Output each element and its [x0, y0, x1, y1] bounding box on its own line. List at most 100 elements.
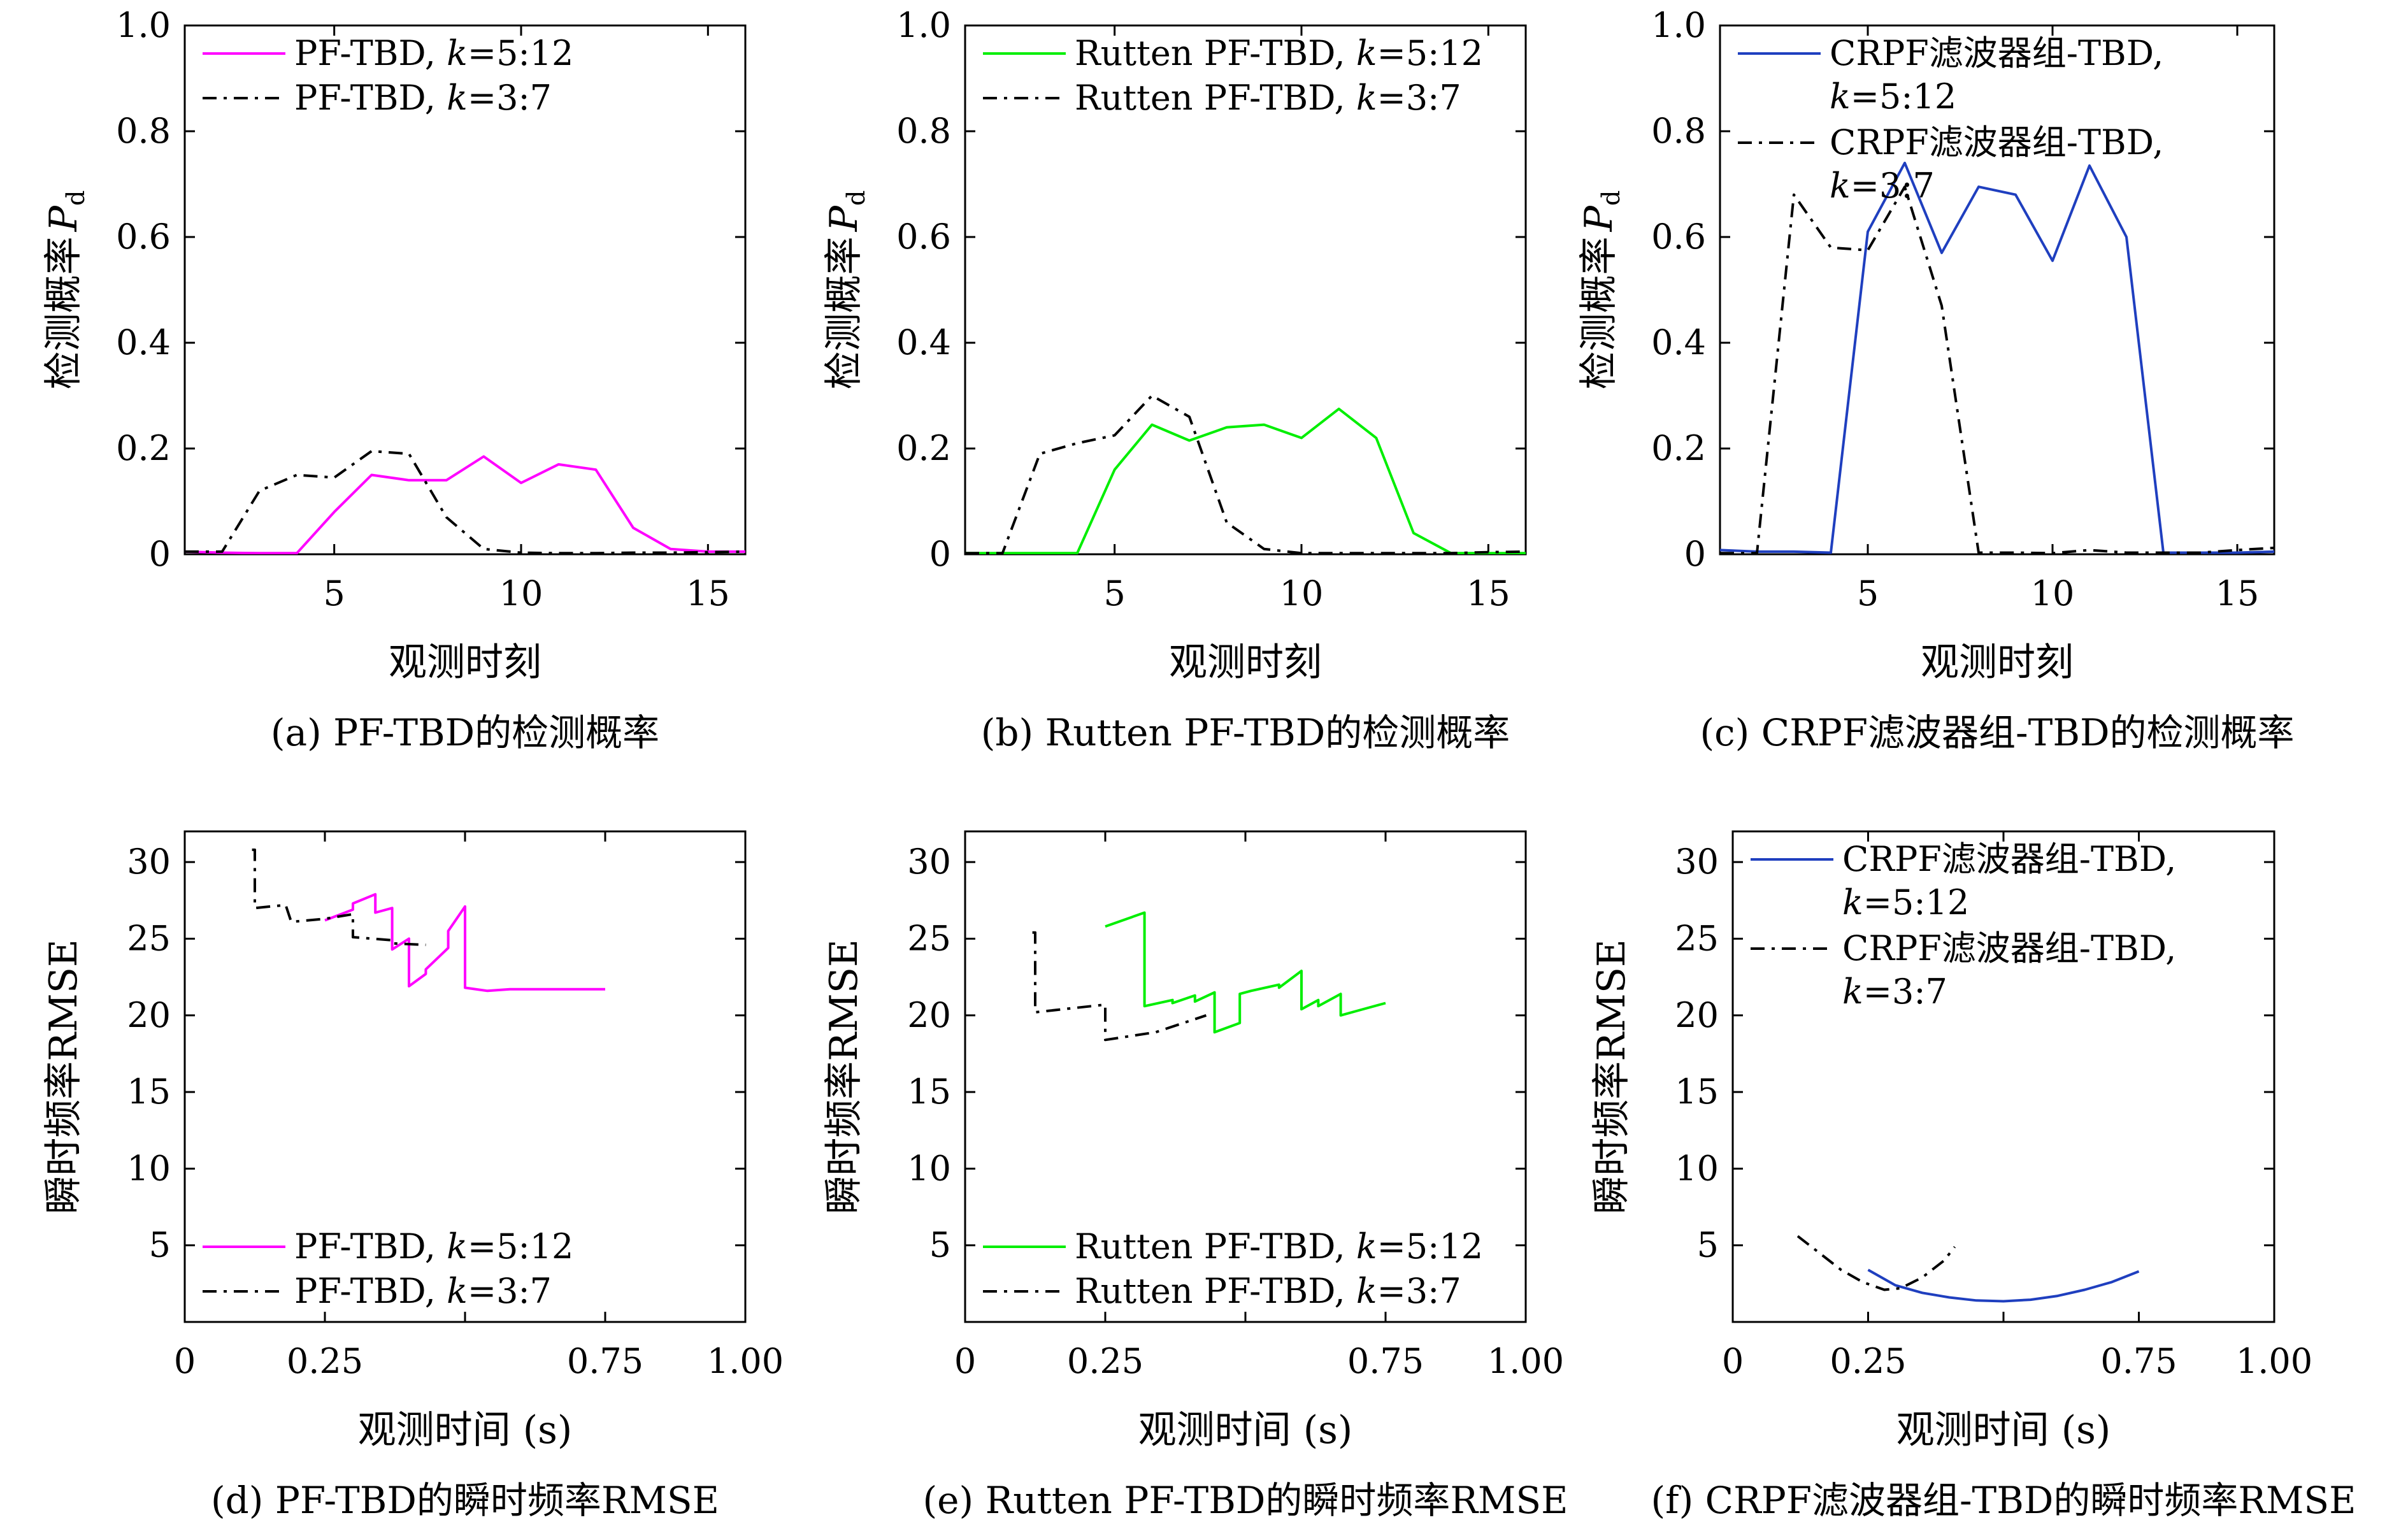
y-tick-label: 0.6: [896, 217, 951, 257]
series-line-1: [1867, 1268, 2140, 1303]
caption: (c) CRPF滤波器组-TBD的检测概率: [1700, 711, 2295, 754]
legend-label-1: CRPF滤波器组-TBD,: [1830, 33, 2163, 73]
y-axis-label: 瞬时频率RMSE: [41, 939, 86, 1214]
x-axis-label: 观测时间 (s): [358, 1408, 573, 1453]
legend-label-2: CRPF滤波器组-TBD,: [1842, 928, 2176, 968]
legend-label-1: Rutten PF-TBD, k=5:12: [1075, 1226, 1483, 1267]
series-line-1: [1720, 161, 2274, 554]
chart-c: 0 0.2 0.4 0.6 0.8 1.0 5 10 15 观测时刻 检测概率Pd (c) CRPF滤…: [1577, 5, 2294, 754]
y-tick-label: 0.8: [896, 111, 951, 151]
y-tick-label: 20: [1675, 995, 1719, 1035]
legend-k-2: k=3:7: [1830, 166, 1935, 206]
legend-k-1: k=5:12: [1830, 76, 1956, 117]
legend-label-2: CRPF滤波器组-TBD,: [1830, 122, 2163, 162]
y-tick-label: 0: [1684, 534, 1706, 574]
plot-frame: [183, 24, 747, 556]
y-tick-label: 5: [929, 1225, 951, 1265]
x-tick-label: 0.25: [1830, 1341, 1906, 1381]
legend-label-2: Rutten PF-TBD, k=3:7: [1075, 1271, 1461, 1311]
legend-label-1: PF-TBD, k=5:12: [294, 1226, 573, 1267]
y-tick-label: 1.0: [116, 5, 171, 45]
series-line-2: [1032, 931, 1207, 1042]
x-tick-label: 15: [686, 573, 730, 614]
y-axis-label: 瞬时频率RMSE: [822, 939, 866, 1214]
x-tick-label: 15: [1466, 573, 1510, 614]
y-tick-label: 15: [907, 1072, 951, 1112]
plot-frame: [1731, 830, 2275, 1323]
y-tick-label: 0.8: [116, 111, 171, 151]
chart-d: 5 10 15 20 25 30 0 0.25 0.75 1.00 观测时间 (s) 瞬时频率RMSE…: [41, 830, 784, 1522]
legend-k-2: k=3:7: [1842, 972, 1947, 1012]
caption: (a) PF-TBD的检测概率: [271, 711, 659, 754]
legend-k-1: k=5:12: [1842, 882, 1969, 922]
series-line-2: [1796, 1235, 1956, 1291]
y-tick-label: 0.2: [896, 428, 951, 468]
y-tick-label: 25: [907, 918, 951, 958]
y-axis-label: 检测概率Pd: [822, 190, 870, 390]
caption: (e) Rutten PF-TBD的瞬时频率RMSE: [923, 1479, 1568, 1522]
y-tick-label: 1.0: [1651, 5, 1706, 45]
y-tick-label: 10: [127, 1148, 171, 1188]
chart-f: 5 10 15 20 25 30 0 0.25 0.75 1.00 观测时间 (s) 瞬时频率RMSE…: [1589, 830, 2356, 1522]
y-axis-label: 检测概率Pd: [41, 190, 90, 390]
y-tick-label: 0.2: [116, 428, 171, 468]
x-tick-label: 15: [2216, 573, 2260, 614]
x-tick-label: 10: [499, 573, 543, 614]
legend: PF-TBD, k=5:12 PF-TBD, k=3:7: [203, 33, 573, 118]
legend-label-1: CRPF滤波器组-TBD,: [1842, 839, 2176, 879]
y-tick-label: 1.0: [896, 5, 951, 45]
legend-label-1: PF-TBD, k=5:12: [294, 33, 573, 73]
chart-a: 0 0.2 0.4 0.6 0.8 1.0 5 10 15 观测时刻 检测概率Pd (a) PF-TB…: [41, 5, 747, 754]
x-axis-label: 观测时刻: [1921, 640, 2074, 685]
y-tick-label: 0: [929, 534, 951, 574]
x-tick-label: 0: [1722, 1341, 1744, 1381]
x-tick-label: 10: [1280, 573, 1324, 614]
y-tick-label: 0.6: [116, 217, 171, 257]
y-tick-label: 25: [127, 918, 171, 958]
chart-e: 5 10 15 20 25 30 0 0.25 0.75 1.00 观测时间 (s) 瞬时频率RMSE…: [822, 830, 1568, 1522]
y-axis-label: 瞬时频率RMSE: [1589, 939, 1634, 1214]
y-tick-label: 30: [907, 842, 951, 882]
series-line-2: [185, 450, 745, 554]
y-tick-label: 25: [1675, 918, 1719, 958]
x-axis-label: 观测时间 (s): [1896, 1408, 2111, 1453]
x-axis-label: 观测时刻: [389, 640, 541, 685]
chart-b: 0 0.2 0.4 0.6 0.8 1.0 5 10 15 观测时刻 检测概率Pd (b) Rutte…: [822, 5, 1527, 754]
series-line-1: [1105, 911, 1386, 1034]
y-tick-label: 10: [907, 1148, 951, 1188]
y-tick-label: 15: [127, 1072, 171, 1112]
y-tick-label: 5: [1697, 1225, 1719, 1265]
plot-frame: [964, 24, 1527, 556]
y-tick-label: 0: [149, 534, 171, 574]
y-tick-label: 10: [1675, 1148, 1719, 1188]
y-tick-label: 0.2: [1651, 428, 1706, 468]
legend-label-2: PF-TBD, k=3:7: [294, 78, 552, 118]
series-line-2: [965, 394, 1526, 554]
series-line-1: [324, 893, 605, 993]
legend-label-1: Rutten PF-TBD, k=5:12: [1075, 33, 1483, 73]
x-tick-label: 0.75: [1347, 1341, 1424, 1381]
plot-frame: [1719, 24, 2275, 556]
x-tick-label: 0: [174, 1341, 196, 1381]
y-tick-label: 0.4: [116, 322, 171, 363]
caption: (f) CRPF滤波器组-TBD的瞬时频率RMSE: [1651, 1479, 2356, 1522]
y-tick-label: 30: [1675, 842, 1719, 882]
series-line-2: [252, 848, 426, 947]
y-tick-label: 0.8: [1651, 111, 1706, 151]
y-tick-label: 0.4: [1651, 322, 1706, 363]
y-axis-label: 检测概率Pd: [1577, 190, 1625, 390]
x-tick-label: 0.25: [1067, 1341, 1143, 1381]
y-tick-label: 20: [127, 995, 171, 1035]
x-tick-label: 1.00: [1487, 1341, 1564, 1381]
legend-label-2: PF-TBD, k=3:7: [294, 1271, 552, 1311]
y-tick-label: 0.6: [1651, 217, 1706, 257]
x-tick-label: 5: [1103, 573, 1125, 614]
x-axis-label: 观测时刻: [1169, 640, 1322, 685]
x-tick-label: 0: [954, 1341, 976, 1381]
y-tick-label: 30: [127, 842, 171, 882]
x-tick-label: 1.00: [2236, 1341, 2312, 1381]
